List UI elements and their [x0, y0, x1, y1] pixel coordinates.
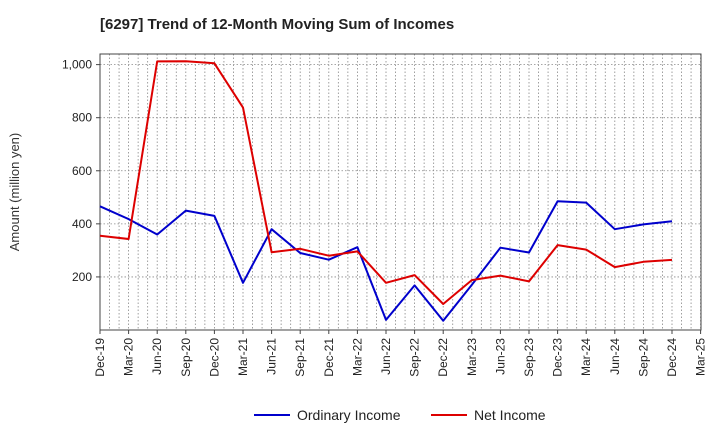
- plot-frame: [99, 53, 702, 331]
- x-tick-label: Dec-20: [207, 338, 221, 377]
- x-tick-layer: Dec-19 Mar-20 Jun-20 Sep-20 Dec-20 Mar-21 Jun-…: [93, 330, 708, 377]
- x-tick-label: Mar-23: [465, 338, 479, 376]
- series-line-net-income: [99, 60, 673, 305]
- y-tick-label: 800: [72, 111, 92, 125]
- x-tick-label: Mar-21: [236, 338, 250, 376]
- x-tick-label: Sep-23: [522, 338, 536, 377]
- y-tick-label: 1,000: [62, 58, 92, 72]
- y-tick-layer: 200 400 600 800 1,000: [62, 58, 100, 284]
- chart-title: [6297] Trend of 12-Month Moving Sum of I…: [100, 16, 455, 33]
- series-line-ordinary-income: [99, 200, 673, 322]
- x-tick-label: Jun-23: [493, 338, 507, 375]
- x-tick-label: Dec-23: [551, 338, 565, 377]
- x-tick-label: Dec-22: [436, 338, 450, 377]
- y-tick-label: 200: [72, 270, 92, 284]
- x-tick-label: Sep-21: [293, 338, 307, 377]
- y-axis-title: Amount (million yen): [7, 133, 22, 252]
- legend-label-net-income: Net Income: [474, 407, 546, 423]
- x-tick-label: Sep-20: [179, 338, 193, 377]
- x-tick-label: Jun-20: [150, 338, 164, 375]
- x-tick-label: Sep-24: [636, 338, 650, 377]
- x-tick-label: Mar-24: [579, 338, 593, 376]
- x-tick-label: Dec-24: [665, 338, 679, 377]
- grid-layer: [99, 54, 701, 330]
- legend-label-ordinary-income: Ordinary Income: [297, 407, 401, 423]
- y-tick-label: 600: [72, 164, 92, 178]
- x-tick-label: Jun-22: [379, 338, 393, 375]
- series-layer: [99, 60, 673, 322]
- x-tick-label: Jun-24: [608, 338, 622, 375]
- x-tick-label: Sep-22: [408, 338, 422, 377]
- legend: Ordinary Income Net Income: [254, 407, 546, 423]
- x-tick-label: Mar-20: [122, 338, 136, 376]
- x-tick-label: Dec-21: [322, 338, 336, 377]
- x-tick-label: Mar-22: [350, 338, 364, 376]
- x-tick-label: Mar-25: [694, 338, 708, 376]
- x-tick-label: Jun-21: [265, 338, 279, 375]
- x-tick-label: Dec-19: [93, 338, 107, 377]
- y-tick-label: 400: [72, 217, 92, 231]
